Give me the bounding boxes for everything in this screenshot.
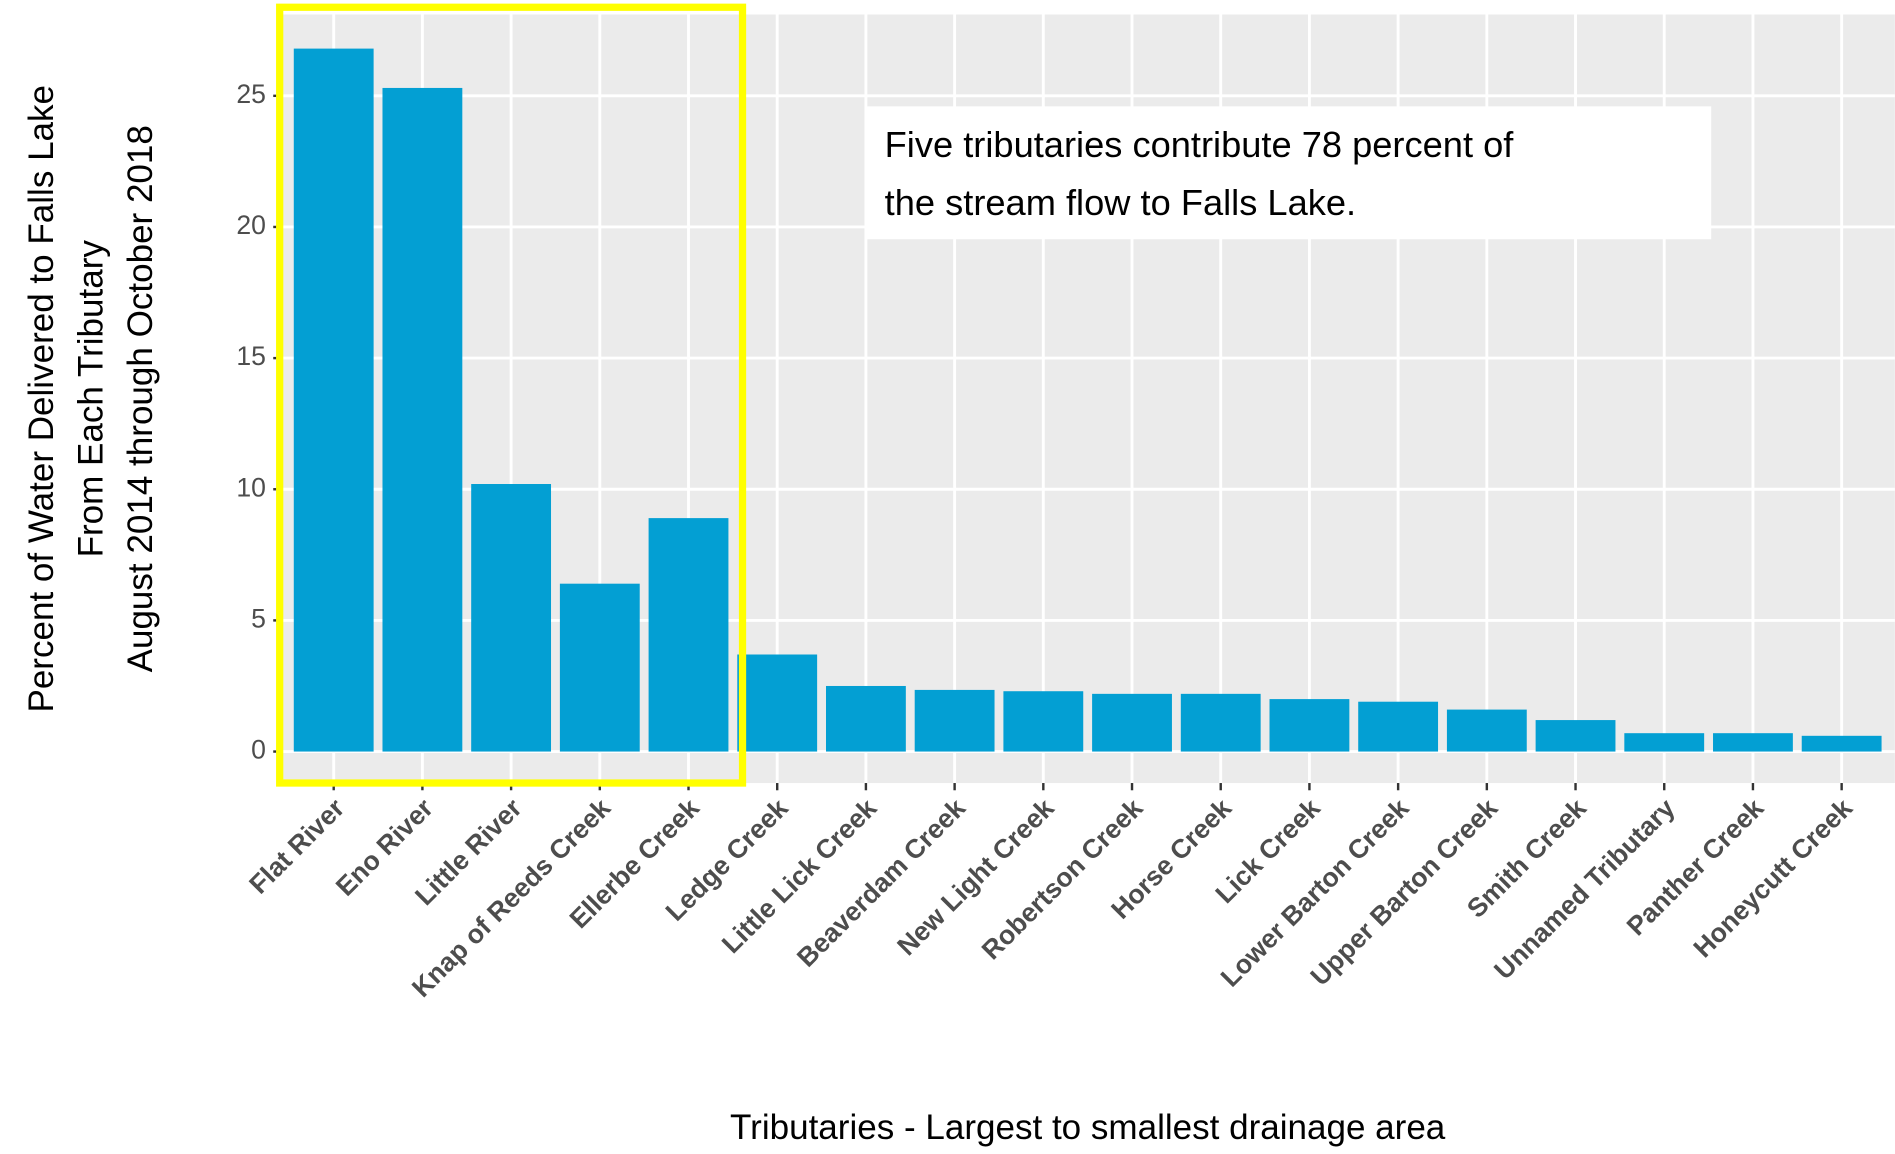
x-tick-label: Robertson Creek bbox=[976, 793, 1149, 966]
bar bbox=[382, 87, 463, 752]
x-tick-label: Little Lick Creek bbox=[716, 793, 883, 960]
y-tick-label: 25 bbox=[236, 79, 266, 109]
x-tick-label: Beaverdam Creek bbox=[791, 793, 971, 973]
bar bbox=[737, 654, 818, 752]
x-tick-label: New Light Creek bbox=[891, 793, 1060, 962]
bar bbox=[1358, 701, 1439, 752]
bar bbox=[293, 48, 374, 752]
y-tick-label: 10 bbox=[236, 472, 266, 502]
bar bbox=[1180, 693, 1261, 752]
bar bbox=[1269, 699, 1350, 752]
y-axis-title: From Each Tributary bbox=[71, 240, 110, 558]
bar bbox=[648, 518, 729, 752]
bar bbox=[471, 484, 552, 752]
y-axis-title: Percent of Water Delivered to Falls Lake bbox=[22, 85, 61, 713]
bar bbox=[1446, 709, 1527, 752]
y-tick-label: 5 bbox=[251, 603, 266, 633]
bar bbox=[1535, 720, 1616, 752]
bar bbox=[1003, 691, 1084, 752]
annotation: the stream flow to Falls Lake. bbox=[885, 182, 1356, 223]
bar bbox=[559, 583, 640, 752]
bar bbox=[1801, 735, 1882, 752]
annotation-box bbox=[865, 106, 1712, 240]
y-tick-label: 0 bbox=[251, 735, 266, 765]
x-axis-title: Tributaries - Largest to smallest draina… bbox=[730, 1108, 1446, 1147]
bar bbox=[914, 689, 995, 752]
bar bbox=[1713, 733, 1793, 752]
y-tick-label: 15 bbox=[236, 341, 266, 371]
bar bbox=[1624, 733, 1705, 752]
highlight-box bbox=[276, 3, 747, 787]
bar bbox=[825, 685, 906, 752]
x-tick-label: Honeycutt Creek bbox=[1688, 793, 1859, 964]
annotation: Five tributaries contribute 78 percent o… bbox=[885, 124, 1515, 165]
y-tick-label: 20 bbox=[236, 210, 266, 240]
y-axis-title: August 2014 through October 2018 bbox=[121, 125, 160, 672]
bar bbox=[1092, 693, 1172, 752]
